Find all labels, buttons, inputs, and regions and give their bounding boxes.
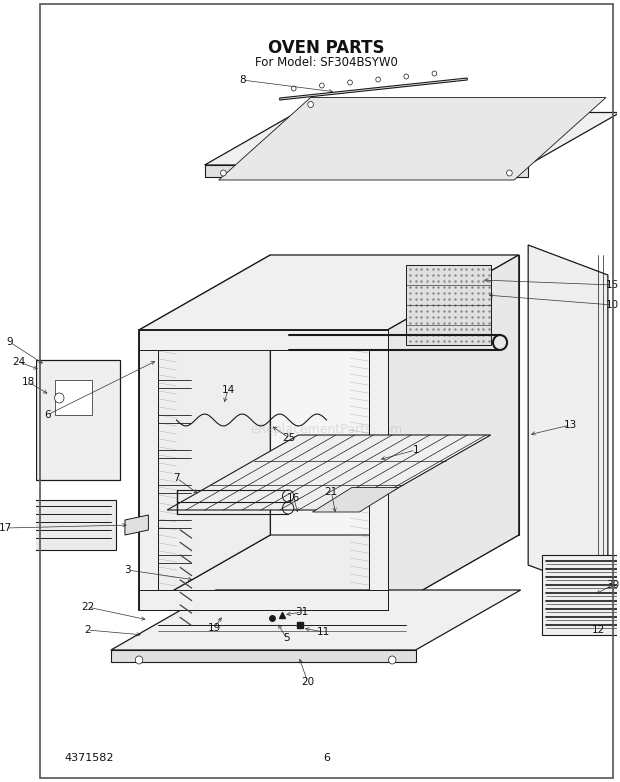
Circle shape — [404, 74, 409, 79]
Polygon shape — [542, 555, 620, 635]
Text: 10: 10 — [606, 300, 619, 310]
Text: 24: 24 — [12, 357, 25, 367]
Circle shape — [389, 656, 396, 664]
Polygon shape — [139, 330, 157, 610]
Text: 6: 6 — [44, 410, 50, 420]
Text: 20: 20 — [301, 677, 314, 687]
Text: 6: 6 — [323, 753, 330, 763]
Polygon shape — [139, 535, 519, 610]
Text: 3: 3 — [125, 565, 131, 575]
Polygon shape — [111, 590, 521, 650]
Polygon shape — [205, 165, 528, 177]
Text: 4371582: 4371582 — [64, 753, 113, 763]
Text: 2: 2 — [84, 625, 91, 635]
Polygon shape — [55, 380, 92, 415]
Polygon shape — [167, 435, 490, 510]
Text: 17: 17 — [0, 523, 12, 533]
Text: 11: 11 — [317, 627, 330, 637]
Circle shape — [376, 77, 381, 82]
Text: 21: 21 — [325, 487, 338, 497]
Polygon shape — [369, 330, 388, 610]
Polygon shape — [388, 255, 519, 610]
Polygon shape — [528, 245, 608, 595]
Text: 22: 22 — [81, 602, 94, 612]
Polygon shape — [31, 360, 36, 485]
Text: 7: 7 — [173, 473, 180, 483]
Polygon shape — [139, 590, 388, 610]
Polygon shape — [312, 487, 399, 512]
Polygon shape — [36, 360, 120, 480]
Circle shape — [319, 83, 324, 88]
Text: 14: 14 — [221, 385, 235, 395]
Text: 1: 1 — [412, 445, 419, 455]
Polygon shape — [205, 113, 620, 165]
Text: 5: 5 — [283, 633, 290, 643]
Circle shape — [348, 80, 352, 85]
Polygon shape — [406, 265, 490, 345]
Polygon shape — [139, 330, 388, 350]
Text: For Model: SF304BSYW0: For Model: SF304BSYW0 — [255, 56, 398, 69]
Polygon shape — [139, 255, 270, 610]
Polygon shape — [27, 500, 115, 550]
Circle shape — [308, 102, 314, 107]
Polygon shape — [111, 650, 415, 662]
Text: 12: 12 — [592, 625, 605, 635]
Text: 19: 19 — [208, 623, 221, 633]
Circle shape — [221, 170, 226, 176]
Text: 18: 18 — [22, 377, 35, 387]
Text: 15: 15 — [606, 280, 619, 290]
Circle shape — [507, 170, 512, 176]
Polygon shape — [125, 515, 148, 535]
Text: 9: 9 — [6, 337, 13, 347]
Text: 16: 16 — [287, 493, 300, 503]
Text: 31: 31 — [296, 607, 309, 617]
Text: eReplacementParts.com: eReplacementParts.com — [250, 424, 402, 436]
Text: 8: 8 — [239, 75, 246, 85]
Polygon shape — [270, 255, 519, 535]
Text: 25: 25 — [283, 433, 296, 443]
Circle shape — [55, 393, 64, 403]
Polygon shape — [280, 78, 467, 100]
Circle shape — [432, 71, 436, 76]
Circle shape — [135, 656, 143, 664]
Text: 13: 13 — [564, 420, 577, 430]
Text: 30: 30 — [606, 580, 619, 590]
Polygon shape — [139, 255, 519, 330]
Text: OVEN PARTS: OVEN PARTS — [268, 39, 385, 57]
Circle shape — [291, 86, 296, 91]
Polygon shape — [219, 98, 606, 180]
